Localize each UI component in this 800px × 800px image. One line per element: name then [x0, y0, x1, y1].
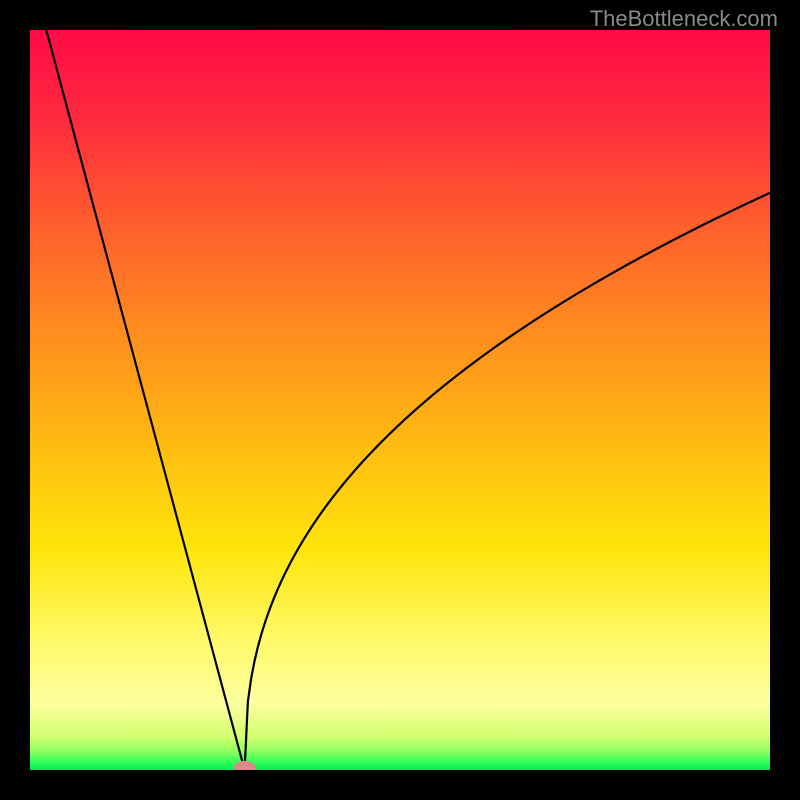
plot-area: [30, 30, 770, 770]
watermark-text: TheBottleneck.com: [590, 6, 778, 32]
chart-container: TheBottleneck.com: [0, 0, 800, 800]
gradient-background: [30, 30, 770, 770]
